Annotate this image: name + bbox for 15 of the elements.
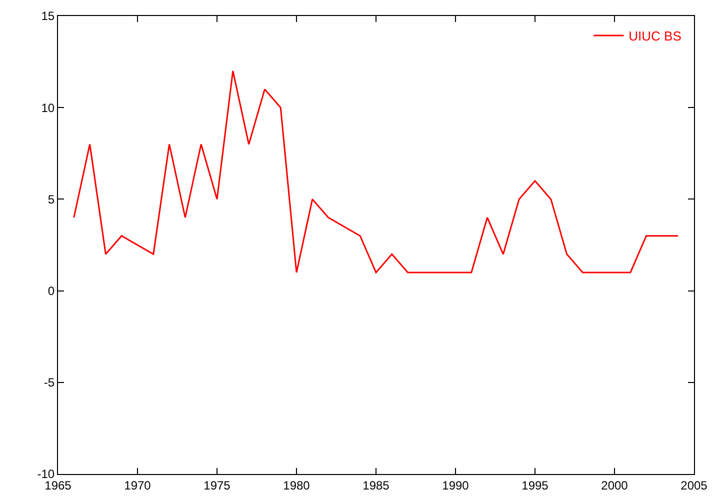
y-tick-label: -5 xyxy=(44,376,55,390)
y-tick-label: 15 xyxy=(41,9,55,24)
x-tick-label: 1995 xyxy=(522,478,549,492)
y-tick-label: 10 xyxy=(41,100,55,115)
line-series xyxy=(73,70,679,274)
x-tick-label: 1975 xyxy=(204,478,231,492)
x-tick-label: 2005 xyxy=(680,478,708,492)
x-tick-label: 1970 xyxy=(124,478,152,492)
x-tick-label: 1980 xyxy=(283,478,310,492)
y-tick-label: 0 xyxy=(48,284,55,298)
legend-label: UIUC BS xyxy=(628,28,682,44)
y-tick-label: 5 xyxy=(48,192,55,206)
x-tick-label: 1985 xyxy=(362,478,390,492)
x-tick-label: 2000 xyxy=(601,478,628,492)
x-tick-label: 1990 xyxy=(442,478,470,492)
